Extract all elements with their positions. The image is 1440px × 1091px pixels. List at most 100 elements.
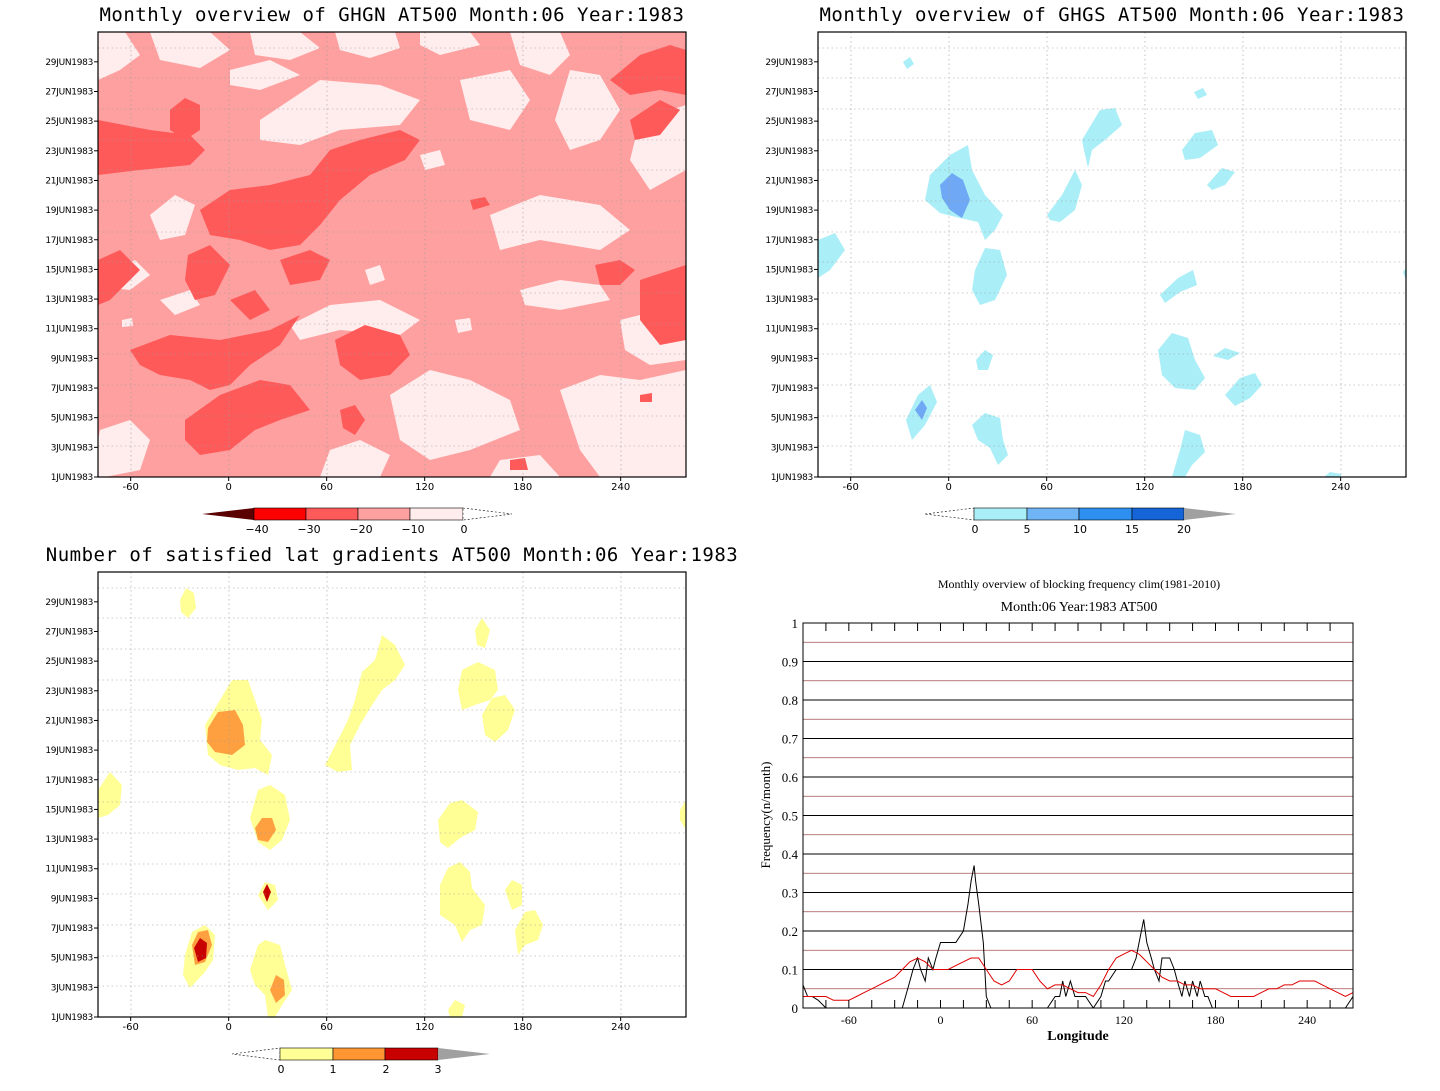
y-tick-label: 23JUN1983 (765, 147, 813, 157)
line-chart-series-2 (803, 949, 1353, 1001)
line-chart-x-tick-label: 60 (1026, 1013, 1038, 1027)
y-tick-label: 7JUN1983 (51, 924, 93, 934)
y-tick-label: 21JUN1983 (45, 176, 93, 186)
x-tick-label: 0 (225, 482, 231, 493)
gradients-colorbar-arrow-low (231, 1047, 281, 1061)
y-tick-label: 17JUN1983 (765, 236, 813, 246)
x-tick-label: -60 (122, 1022, 138, 1033)
y-tick-label: 27JUN1983 (45, 87, 93, 97)
y-tick-label: 5JUN1983 (771, 414, 813, 424)
y-tick-label: 13JUN1983 (45, 295, 93, 305)
panel-ghgs-title: Monthly overview of GHGS AT500 Month:06 … (819, 4, 1404, 26)
gradients-colorbar-bin-2 (332, 1047, 386, 1061)
y-tick-label: 19JUN1983 (45, 746, 93, 756)
y-tick-label: 5JUN1983 (51, 954, 93, 964)
x-tick-label: 180 (513, 482, 532, 493)
panel-gradients-title: Number of satisfied lat gradients AT500 … (46, 544, 738, 566)
y-tick-label: 23JUN1983 (45, 147, 93, 157)
line-chart-x-tick-label: 120 (1115, 1013, 1133, 1027)
y-tick-label: 21JUN1983 (765, 176, 813, 186)
gradients-yellow-regions (98, 588, 686, 1017)
gradients-colorbar-arrow-high (438, 1048, 490, 1060)
y-tick-label: 25JUN1983 (45, 657, 93, 667)
ghgs-colorbar-arrow-low (924, 507, 975, 521)
y-tick-label: 11JUN1983 (45, 325, 93, 335)
line-chart-y-tick-label: 0.7 (782, 732, 799, 747)
ghgn-colorbar-arrow-high (462, 507, 513, 521)
ghgn-colorbar-arrow-low (202, 508, 254, 520)
line-chart-subtitle: Month:06 Year:1983 AT500 (1001, 600, 1158, 615)
line-chart-x-tick-label: 180 (1207, 1013, 1225, 1027)
y-tick-label: 7JUN1983 (771, 384, 813, 394)
line-chart-y-tick-label: 0.3 (782, 886, 798, 901)
x-tick-label: 120 (415, 1022, 434, 1033)
y-tick-label: 23JUN1983 (45, 687, 93, 697)
gradients-colorbar-bin-1 (279, 1047, 334, 1061)
ghgn-colorbar-label: 0 (461, 523, 468, 536)
line-chart-x-tick-label: -60 (841, 1013, 857, 1027)
y-tick-label: 7JUN1983 (51, 384, 93, 394)
y-tick-label: 9JUN1983 (51, 354, 93, 364)
ghgn-colorbar: −40 −30 −20 −10 0 (202, 507, 513, 536)
x-tick-label: 0 (945, 482, 951, 493)
line-chart-y-tick-label: 1 (792, 616, 799, 631)
y-tick-label: 19JUN1983 (45, 206, 93, 216)
x-tick-label: 120 (1135, 482, 1154, 493)
y-tick-label: 29JUN1983 (45, 598, 93, 608)
x-tick-label: 240 (611, 1022, 630, 1033)
x-tick-label: 60 (320, 482, 333, 493)
panel-gradients: Number of satisfied lat gradients AT500 … (45, 544, 738, 1076)
x-tick-label: 60 (320, 1022, 333, 1033)
line-chart-y-tick-label: 0 (792, 1001, 799, 1016)
x-tick-label: 120 (415, 482, 434, 493)
y-tick-label: 17JUN1983 (45, 776, 93, 786)
y-tick-label: 15JUN1983 (45, 265, 93, 275)
gradients-colorbar-label: 2 (383, 1063, 390, 1076)
gradients-colorbar-label: 0 (278, 1063, 285, 1076)
y-tick-label: 15JUN1983 (45, 805, 93, 815)
y-tick-label: 11JUN1983 (765, 325, 813, 335)
panel-ghgs: Monthly overview of GHGS AT500 Month:06 … (765, 4, 1407, 536)
ghgs-mid-regions (915, 173, 970, 420)
y-tick-label: 3JUN1983 (51, 983, 93, 993)
panel-ghgn-title: Monthly overview of GHGN AT500 Month:06 … (99, 4, 684, 26)
gradients-gridlines (98, 572, 686, 1017)
ghgs-axes: -60 0 60 120 180 240 1JUN1983 3JUN1983 5JUN1983 7… (765, 58, 1350, 493)
gradients-colorbar: 0 1 2 3 (231, 1047, 490, 1076)
line-chart-y-tick-label: 0.2 (782, 924, 798, 939)
ghgs-frame (817, 31, 1407, 478)
panel-blocking-frequency: Monthly overview of blocking frequency c… (758, 577, 1354, 1044)
line-chart-grid (803, 641, 1353, 990)
x-tick-label: 240 (1331, 482, 1350, 493)
gradients-frame (97, 571, 687, 1018)
gradients-colorbar-label: 3 (435, 1063, 442, 1076)
ghgn-colorbar-bin-1 (253, 507, 307, 521)
x-tick-label: -60 (842, 482, 858, 493)
x-tick-label: 60 (1040, 482, 1053, 493)
line-chart-series-1 (803, 865, 1353, 1008)
y-tick-label: 27JUN1983 (765, 87, 813, 97)
line-chart-ylabel: Frequency(n/month) (758, 762, 773, 869)
ghgs-gridlines (818, 32, 1406, 477)
y-tick-label: 29JUN1983 (765, 58, 813, 68)
y-tick-label: 25JUN1983 (45, 117, 93, 127)
line-chart-x-tick-label: 0 (938, 1013, 944, 1027)
y-tick-label: 29JUN1983 (45, 58, 93, 68)
x-tick-label: 180 (513, 1022, 532, 1033)
y-tick-label: 1JUN1983 (51, 1013, 93, 1023)
x-tick-label: 240 (611, 482, 630, 493)
y-tick-label: 3JUN1983 (51, 443, 93, 453)
y-tick-label: 9JUN1983 (51, 894, 93, 904)
ghgn-colorbar-bin-3 (357, 507, 411, 521)
y-tick-label: 1JUN1983 (771, 473, 813, 483)
line-chart-series (803, 865, 1353, 1008)
line-chart-title: Monthly overview of blocking frequency c… (938, 577, 1220, 591)
y-tick-label: 27JUN1983 (45, 627, 93, 637)
x-tick-label: -60 (122, 482, 138, 493)
y-tick-label: 21JUN1983 (45, 716, 93, 726)
ghgs-light-regions (818, 57, 1406, 477)
ghgs-colorbar-label: 0 (972, 523, 979, 536)
x-tick-label: 0 (225, 1022, 231, 1033)
ghgn-colorbar-label: −30 (297, 523, 320, 536)
